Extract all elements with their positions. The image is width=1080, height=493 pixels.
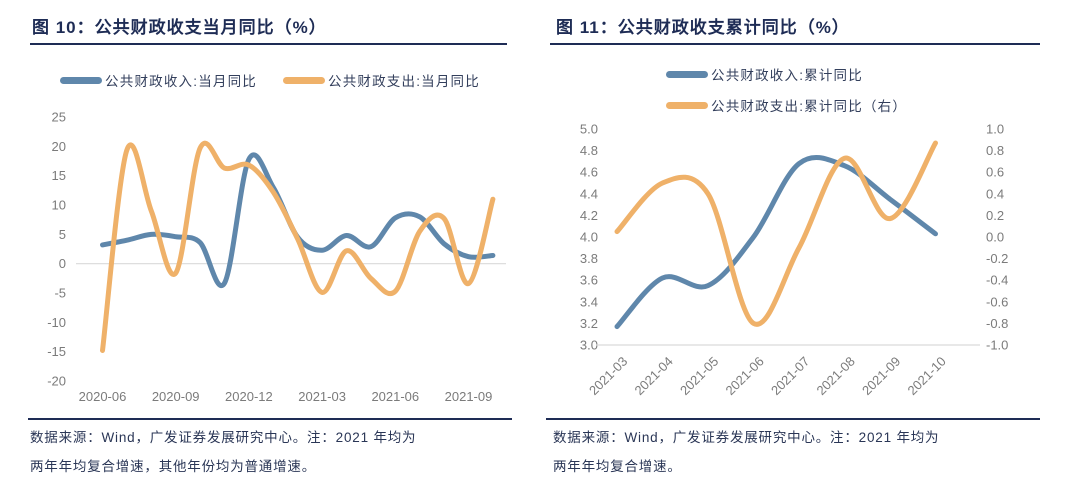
- revenue-line-swatch: [60, 76, 103, 84]
- left-y-axis-tick-label: 4.4: [580, 186, 598, 201]
- figure-11-legend: 公共财政收入:累计同比 公共财政支出:累计同比（右）: [666, 64, 907, 115]
- right-y-axis-tick-label: 0.8: [986, 143, 1004, 158]
- x-axis-tick-label: 2021-03: [298, 389, 346, 404]
- figure-10: 图 10：公共财政收支当月同比（%） 公共财政收入:当月同比 公共财政支出:当月…: [0, 18, 540, 481]
- x-axis-tick-label: 2020-09: [152, 389, 200, 404]
- monthly-yoy-line-chart: 25 20 15 10 5 0 -5 -10 -15 -20 2020-06 2020-09 2020-…: [47, 110, 506, 404]
- legend-label-revenue-monthly: 公共财政收入:当月同比: [105, 74, 257, 89]
- y-axis-tick-label: 15: [52, 168, 66, 183]
- y-axis-tick-label: -10: [47, 315, 66, 330]
- left-y-axis-tick-label: 3.4: [580, 294, 598, 309]
- expenditure-line: [614, 140, 938, 327]
- left-y-axis-tick-label: 3.8: [580, 251, 598, 266]
- figure-10-footer-rule: [28, 418, 512, 420]
- expenditure-line-swatch: [283, 76, 325, 84]
- figure-10-source-note: 数据来源：Wind，广发证券发展研究中心。注：2021 年均为 两年年均复合增速…: [30, 423, 416, 481]
- right-y-axis-tick-label: -0.2: [986, 251, 1008, 266]
- expenditure-line: [100, 140, 496, 353]
- expenditure-line-swatch: [666, 101, 708, 109]
- right-y-axis-tick-label: 1.0: [986, 122, 1004, 137]
- legend-label-expenditure-cumulative: 公共财政支出:累计同比（右）: [711, 99, 908, 114]
- figure-11-title: 图 11：公共财政收支累计同比（%）: [556, 18, 850, 37]
- y-axis-tick-label: 25: [52, 110, 66, 125]
- left-y-axis-tick-label: 4.6: [580, 165, 598, 180]
- figure-11: 图 11：公共财政收支累计同比（%） 公共财政收入:累计同比 公共财政支出:累计…: [540, 0, 1080, 493]
- source-line: 数据来源：Wind，广发证券发展研究中心。注：2021 年均为: [30, 430, 417, 445]
- x-axis-tick-label: 2021-08: [813, 354, 857, 398]
- right-y-axis-tick-label: -0.4: [986, 273, 1008, 288]
- y-axis-tick-label: -5: [54, 285, 66, 300]
- x-axis-tick-label: 2021-09: [859, 354, 903, 398]
- y-axis-tick-label: -20: [47, 373, 66, 388]
- left-y-axis-tick-label: 4.2: [580, 208, 598, 223]
- y-axis-tick-label: 0: [59, 256, 66, 271]
- revenue-line: [614, 154, 938, 330]
- x-axis-tick-label: 2021-06: [371, 389, 419, 404]
- figure-11-title-rule: [550, 43, 1040, 45]
- right-y-axis-tick-label: -0.8: [986, 316, 1008, 331]
- source-line: 两年年均复合增速，其他年份均为普通增速。: [30, 459, 316, 474]
- x-axis-tick-label: 2021-09: [445, 389, 493, 404]
- revenue-line: [100, 152, 496, 289]
- left-y-axis-tick-label: 4.0: [580, 230, 598, 245]
- revenue-line-swatch: [666, 70, 708, 78]
- legend-item-revenue-monthly: 公共财政收入:当月同比: [60, 70, 257, 90]
- left-y-axis-tick-label: 3.6: [580, 273, 598, 288]
- y-axis-tick-label: 10: [52, 197, 66, 212]
- x-axis-tick-label: 2021-03: [586, 354, 630, 398]
- source-line: 数据来源：Wind，广发证券发展研究中心。注：2021 年均为: [553, 430, 940, 445]
- left-y-axis-tick-label: 5.0: [580, 122, 598, 137]
- right-y-axis-tick-label: 0.0: [986, 230, 1004, 245]
- x-axis-tick-label: 2021-05: [677, 354, 721, 398]
- x-axis-tick-label: 2021-10: [904, 354, 948, 398]
- right-y-axis-tick-label: 0.2: [986, 208, 1004, 223]
- right-y-axis-tick-label: 0.6: [986, 165, 1004, 180]
- source-line: 两年年均复合增速。: [553, 459, 682, 474]
- legend-item-expenditure-cumulative: 公共财政支出:累计同比（右）: [666, 95, 907, 115]
- figure-10-title-rule: [30, 43, 507, 45]
- y-axis-tick-label: -15: [47, 344, 66, 359]
- legend-item-revenue-cumulative: 公共财政收入:累计同比: [666, 64, 907, 84]
- legend-item-expenditure-monthly: 公共财政支出:当月同比: [283, 70, 480, 90]
- right-y-axis-tick-label: -1.0: [986, 338, 1008, 353]
- left-y-axis-tick-label: 3.0: [580, 338, 598, 353]
- figure-10-legend: 公共财政收入:当月同比 公共财政支出:当月同比: [0, 70, 540, 90]
- figure-11-source-note: 数据来源：Wind，广发证券发展研究中心。注：2021 年均为 两年年均复合增速…: [553, 423, 939, 481]
- right-y-axis-tick-label: 0.4: [986, 186, 1004, 201]
- legend-label-revenue-cumulative: 公共财政收入:累计同比: [711, 68, 863, 83]
- x-axis-tick-label: 2020-06: [79, 389, 127, 404]
- y-axis-tick-label: 20: [52, 139, 66, 154]
- left-y-axis-tick-label: 3.2: [580, 316, 598, 331]
- right-y-axis-tick-label: -0.6: [986, 294, 1008, 309]
- x-axis-tick-label: 2021-07: [768, 354, 812, 398]
- x-axis-tick-label: 2020-12: [225, 389, 273, 404]
- left-y-axis-tick-label: 4.8: [580, 143, 598, 158]
- x-axis-tick-label: 2021-04: [631, 354, 675, 398]
- legend-label-expenditure-monthly: 公共财政支出:当月同比: [328, 74, 480, 89]
- cumulative-yoy-line-chart: 5.0 4.8 4.6 4.4 4.2 4.0 3.8 3.6 3.4 3.2 3.0 1.0 0.8 0…: [580, 122, 1008, 399]
- x-axis-tick-label: 2021-06: [722, 354, 766, 398]
- y-axis-tick-label: 5: [59, 227, 66, 242]
- figure-11-footer-rule: [546, 418, 1040, 420]
- figure-10-title: 图 10：公共财政收支当月同比（%）: [32, 18, 327, 37]
